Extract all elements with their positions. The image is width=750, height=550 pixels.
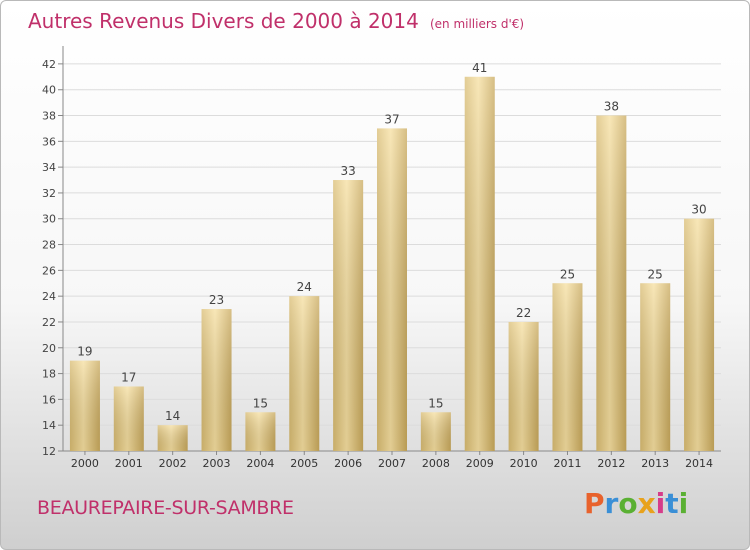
bar-shade <box>69 360 100 451</box>
bar-shade <box>552 283 583 451</box>
y-tick-label: 42 <box>42 58 56 71</box>
data-label: 22 <box>516 306 531 320</box>
x-tick-label: 2005 <box>290 457 318 470</box>
logo-letter: x <box>637 487 656 520</box>
logo-letter: i <box>655 487 666 520</box>
y-tick-label: 32 <box>42 187 56 200</box>
y-tick-label: 22 <box>42 316 56 329</box>
bar-shade <box>245 412 276 451</box>
x-tick-label: 2009 <box>466 457 494 470</box>
y-tick-label: 34 <box>42 161 56 174</box>
y-tick-label: 18 <box>42 368 56 381</box>
data-label: 17 <box>121 370 136 384</box>
data-label: 15 <box>253 396 268 410</box>
bar-shade <box>508 321 539 451</box>
y-tick-label: 26 <box>42 264 56 277</box>
x-tick-label: 2014 <box>685 457 713 470</box>
bar-shade <box>464 76 495 451</box>
bar-shade <box>420 412 451 451</box>
y-tick-label: 38 <box>42 110 56 123</box>
x-tick-label: 2008 <box>422 457 450 470</box>
y-tick-label: 40 <box>42 84 56 97</box>
logo-letter: i <box>678 487 689 520</box>
y-tick-label: 14 <box>42 419 56 432</box>
bar-shade <box>113 386 144 451</box>
logo-letter: P <box>584 487 605 520</box>
data-label: 41 <box>472 61 487 75</box>
data-label: 23 <box>209 293 224 307</box>
chart-title-block: Autres Revenus Divers de 2000 à 2014 (en… <box>28 9 524 33</box>
chart-subtitle: (en milliers d'€) <box>429 17 525 31</box>
data-label: 14 <box>165 409 180 423</box>
x-tick-label: 2000 <box>71 457 99 470</box>
y-tick-label: 36 <box>42 135 56 148</box>
bar-shade <box>640 283 671 451</box>
bar-shade <box>201 309 232 451</box>
data-label: 30 <box>691 203 706 217</box>
x-tick-label: 2006 <box>334 457 362 470</box>
bar-shade <box>289 296 320 451</box>
x-tick-label: 2010 <box>510 457 538 470</box>
data-label: 25 <box>648 267 663 281</box>
logo-letter: r <box>604 487 619 520</box>
bar-shade <box>596 115 627 452</box>
data-label: 15 <box>428 396 443 410</box>
y-tick-label: 28 <box>42 239 56 252</box>
x-tick-label: 2013 <box>641 457 669 470</box>
x-tick-label: 2001 <box>115 457 143 470</box>
bar-shade <box>157 425 188 451</box>
data-label: 24 <box>297 280 312 294</box>
y-tick-label: 20 <box>42 342 56 355</box>
bar-shade <box>333 180 364 451</box>
y-tick-label: 12 <box>42 445 56 458</box>
proxiti-logo: Proxiti <box>584 487 688 520</box>
data-label: 33 <box>340 164 355 178</box>
x-tick-label: 2002 <box>159 457 187 470</box>
x-tick-label: 2012 <box>597 457 625 470</box>
x-tick-label: 2003 <box>203 457 231 470</box>
y-tick-label: 30 <box>42 213 56 226</box>
logo-letter: t <box>665 487 679 520</box>
data-label: 25 <box>560 267 575 281</box>
x-tick-label: 2007 <box>378 457 406 470</box>
y-tick-label: 16 <box>42 393 56 406</box>
bar-shade <box>684 218 715 451</box>
logo-letter: o <box>618 487 638 520</box>
bar-shade <box>377 128 407 451</box>
data-label: 38 <box>604 100 619 114</box>
city-name: BEAUREPAIRE-SUR-SAMBRE <box>37 497 294 519</box>
y-tick-label: 24 <box>42 290 56 303</box>
x-tick-label: 2004 <box>246 457 274 470</box>
data-label: 37 <box>384 112 399 126</box>
chart-title: Autres Revenus Divers de 2000 à 2014 <box>28 9 419 33</box>
x-tick-label: 2011 <box>553 457 581 470</box>
data-label: 19 <box>77 345 92 359</box>
